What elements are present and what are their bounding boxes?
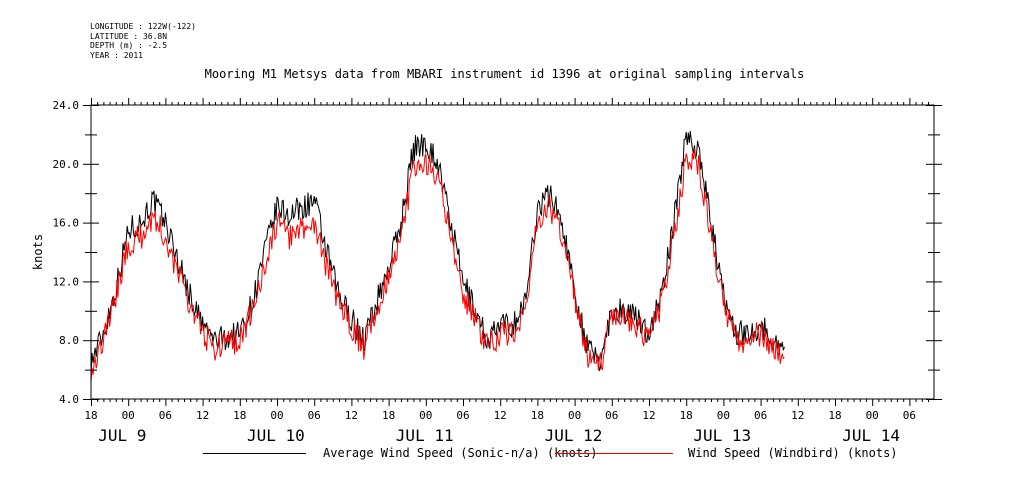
chart-title: Mooring M1 Metsys data from MBARI instru… [204, 67, 805, 81]
mooring-metadata: LONGITUDE : 122W(-122) LATITUDE : 36.8N … [90, 22, 196, 60]
x-date-label: JUL 9 [98, 426, 146, 445]
year-text: YEAR : 2011 [90, 50, 143, 60]
x-date-label: JUL 11 [396, 426, 454, 445]
x-tick-label: 12 [196, 409, 209, 422]
y-axis-label: knots [31, 234, 45, 270]
series-line-sonic [90, 130, 785, 376]
x-tick-label: 06 [754, 409, 767, 422]
x-tick-label: 12 [642, 409, 655, 422]
x-tick-label: 00 [866, 409, 879, 422]
x-date-label: JUL 13 [693, 426, 751, 445]
legend-label-sonic: Average Wind Speed (Sonic-n/a) (knots) [323, 446, 598, 460]
x-tick-label: 06 [903, 409, 916, 422]
x-tick-label: 06 [159, 409, 172, 422]
x-tick-label: 06 [456, 409, 469, 422]
x-tick-label: 00 [270, 409, 283, 422]
legend: Average Wind Speed (Sonic-n/a) (knots) W… [0, 444, 1009, 464]
latitude-text: LATITUDE : 36.8N [90, 31, 168, 41]
y-tick-label: 4.0 [59, 393, 79, 406]
x-date-label: JUL 14 [842, 426, 900, 445]
x-tick-label: 00 [419, 409, 432, 422]
x-tick-label: 12 [345, 409, 358, 422]
x-tick-label: 06 [308, 409, 321, 422]
y-tick-label: 20.0 [53, 158, 80, 171]
x-date-label: JUL 12 [545, 426, 603, 445]
x-tick-label: 00 [122, 409, 135, 422]
series-line-windbird [90, 148, 785, 383]
depth-text: DEPTH (m) : -2.5 [90, 41, 168, 50]
legend-swatch-red [555, 453, 673, 454]
x-tick-label: 18 [531, 409, 544, 422]
x-tick-label: 18 [84, 409, 97, 422]
x-tick-label: 18 [233, 409, 246, 422]
y-tick-label: 16.0 [53, 217, 80, 230]
y-tick-label: 8.0 [59, 334, 79, 347]
x-tick-label: 00 [717, 409, 730, 422]
y-tick-label: 24.0 [53, 99, 80, 112]
x-tick-label: 12 [791, 409, 804, 422]
x-tick-label: 06 [605, 409, 618, 422]
x-tick-label: 12 [494, 409, 507, 422]
x-tick-label: 00 [568, 409, 581, 422]
x-tick-label: 18 [382, 409, 395, 422]
legend-swatch-black [203, 453, 306, 454]
x-date-label: JUL 10 [247, 426, 305, 445]
legend-label-windbird: Wind Speed (Windbird) (knots) [688, 446, 898, 460]
x-tick-label: 18 [828, 409, 841, 422]
longitude-text: LONGITUDE : 122W(-122) [90, 22, 196, 31]
y-tick-label: 12.0 [53, 275, 80, 288]
x-tick-label: 18 [680, 409, 693, 422]
plot-frame [90, 104, 935, 400]
